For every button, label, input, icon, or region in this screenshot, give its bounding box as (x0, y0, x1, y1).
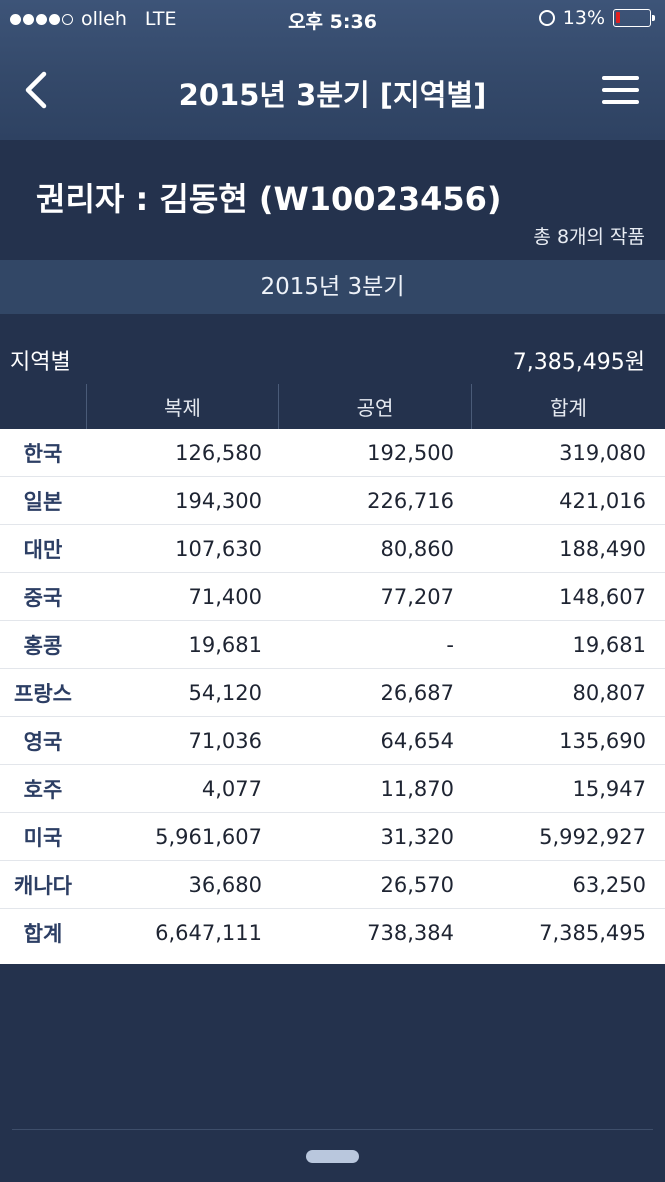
battery-percent: 13% (562, 7, 605, 29)
performance-value: 11,870 (380, 776, 454, 801)
status-left: olleh LTE (10, 8, 177, 30)
performance-value: 26,687 (380, 680, 454, 705)
sum-value: 421,016 (559, 488, 646, 513)
table-header: 복제 공연 합계 (0, 384, 665, 429)
drawer-handle[interactable] (306, 1150, 359, 1163)
sum-value: 5,992,927 (539, 824, 646, 849)
signal-dot (49, 13, 60, 25)
copy-value: 4,077 (201, 776, 262, 801)
table-row-total: 합계 6,647,111 738,384 7,385,495 (0, 909, 665, 957)
table-row: 미국 5,961,607 31,320 5,992,927 (0, 813, 665, 861)
region-name: 한국 (23, 441, 63, 466)
performance-value: 80,860 (380, 536, 454, 561)
table-row: 프랑스 54,120 26,687 80,807 (0, 669, 665, 717)
sum-value: 19,681 (572, 632, 646, 657)
header-region (0, 384, 86, 429)
bottom-divider (12, 1129, 653, 1130)
battery-icon (613, 9, 655, 27)
table-row: 한국 126,580 192,500 319,080 (0, 429, 665, 477)
performance-value: 31,320 (380, 824, 454, 849)
table-row: 대만 107,630 80,860 188,490 (0, 525, 665, 573)
network-type: LTE (144, 8, 177, 30)
sum-value: 135,690 (559, 728, 646, 753)
hamburger-menu-icon[interactable] (602, 76, 639, 104)
signal-strength-icon (10, 13, 73, 25)
quarter-label: 2015년 3분기 (0, 260, 665, 314)
copy-value: 5,961,607 (155, 824, 262, 849)
region-name: 합계 (23, 922, 63, 946)
region-name: 영국 (23, 729, 63, 754)
performance-value: - (446, 632, 454, 657)
status-bar: olleh LTE 오후 5:36 13% (0, 0, 665, 38)
header-background: olleh LTE 오후 5:36 13% 2015년 3분기 [지역별] (0, 0, 665, 140)
copy-value: 107,630 (175, 536, 262, 561)
performance-value: 77,207 (380, 584, 454, 609)
carrier-name: olleh (81, 8, 127, 30)
signal-dot-empty (62, 13, 73, 25)
menu-line (602, 100, 639, 104)
menu-line (602, 76, 639, 80)
status-time: 오후 5:36 (288, 11, 377, 33)
sum-value: 15,947 (572, 776, 646, 801)
table-row: 일본 194,300 226,716 421,016 (0, 477, 665, 525)
signal-dot (10, 13, 21, 25)
owner-section: 권리자 : 김동현 (W10023456) 총 8개의 작품 (0, 140, 665, 260)
sum-value: 319,080 (559, 440, 646, 465)
performance-value: 26,570 (380, 872, 454, 897)
signal-dot (23, 13, 34, 25)
table-row: 호주 4,077 11,870 15,947 (0, 765, 665, 813)
sum-value: 7,385,495 (539, 921, 646, 945)
header-sum: 합계 (471, 384, 665, 429)
region-name: 미국 (23, 825, 63, 850)
region-name: 중국 (23, 585, 63, 610)
nav-bar: 2015년 3분기 [지역별] (0, 58, 665, 124)
alarm-icon (538, 10, 555, 26)
performance-value: 738,384 (367, 921, 454, 945)
sum-value: 148,607 (559, 584, 646, 609)
region-name: 호주 (23, 777, 63, 802)
sum-value: 80,807 (572, 680, 646, 705)
battery-fill (616, 12, 620, 23)
summary-row: 지역별 7,385,495원 (0, 334, 665, 384)
copy-value: 71,036 (188, 728, 262, 753)
performance-value: 64,654 (380, 728, 454, 753)
header-copy: 복제 (86, 384, 278, 429)
copy-value: 6,647,111 (155, 921, 262, 945)
table-row: 중국 71,400 77,207 148,607 (0, 573, 665, 621)
copy-value: 36,680 (188, 872, 262, 897)
work-count: 총 8개의 작품 (533, 226, 645, 248)
page-title: 2015년 3분기 [지역별] (178, 78, 487, 112)
chevron-left-icon[interactable] (20, 68, 60, 112)
copy-value: 126,580 (175, 440, 262, 465)
copy-value: 54,120 (188, 680, 262, 705)
performance-value: 226,716 (367, 488, 454, 513)
region-table: 한국 126,580 192,500 319,080 일본 194,300 22… (0, 429, 665, 964)
table-row: 영국 71,036 64,654 135,690 (0, 717, 665, 765)
region-name: 대만 (23, 537, 63, 562)
sum-value: 188,490 (559, 536, 646, 561)
signal-dot (36, 13, 47, 25)
copy-value: 71,400 (188, 584, 262, 609)
header-performance: 공연 (278, 384, 471, 429)
region-name: 프랑스 (14, 681, 72, 706)
table-row: 홍콩 19,681 - 19,681 (0, 621, 665, 669)
copy-value: 19,681 (188, 632, 262, 657)
performance-value: 192,500 (367, 440, 454, 465)
region-name: 캐나다 (14, 873, 72, 898)
region-name: 일본 (23, 489, 63, 514)
region-name: 홍콩 (23, 633, 63, 658)
sum-value: 63,250 (572, 872, 646, 897)
summary-total: 7,385,495원 (512, 350, 645, 375)
menu-line (602, 88, 639, 92)
table-row: 캐나다 36,680 26,570 63,250 (0, 861, 665, 909)
status-right: 13% (538, 7, 655, 29)
owner-name: 권리자 : 김동현 (W10023456) (36, 180, 502, 218)
copy-value: 194,300 (175, 488, 262, 513)
summary-label: 지역별 (10, 350, 71, 375)
